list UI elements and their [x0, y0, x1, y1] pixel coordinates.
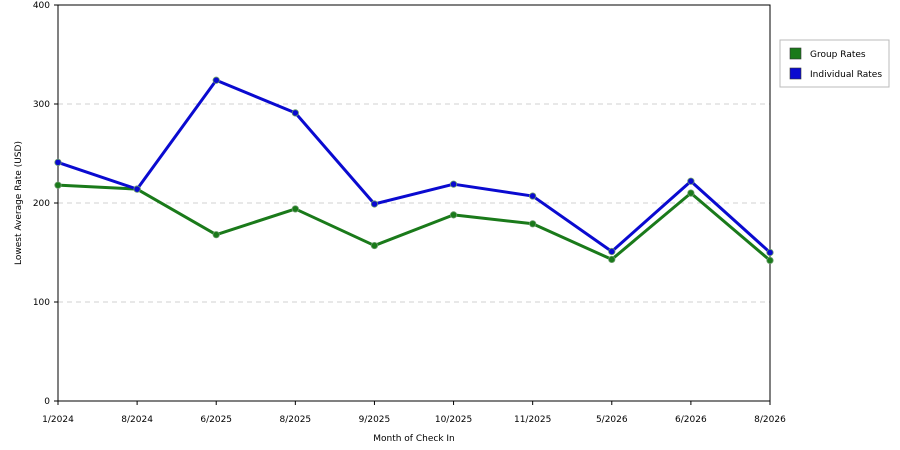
x-tick-label: 11/2025 [514, 415, 551, 425]
data-point[interactable] [687, 189, 695, 197]
x-tick-label: 8/2026 [754, 415, 786, 425]
legend: Group Rates Individual Rates [779, 39, 890, 88]
series-line [57, 183, 771, 262]
data-point[interactable] [370, 200, 379, 208]
data-point[interactable] [291, 205, 299, 213]
y-tick-label: 100 [33, 298, 50, 308]
data-point[interactable] [449, 180, 458, 188]
legend-swatch [789, 47, 802, 60]
x-tick-label: 8/2025 [279, 415, 311, 425]
y-tick-label: 400 [33, 1, 50, 11]
x-axis-ticks: 1/2024 8/2024 6/2025 8/2025 9/2025 10/2025 11/… [42, 401, 786, 425]
series-group-rates [54, 181, 774, 265]
x-tick-label: 6/2025 [200, 415, 232, 425]
data-point[interactable] [449, 211, 458, 219]
legend-label: Group Rates [810, 50, 866, 60]
data-point[interactable] [212, 76, 220, 84]
x-tick-label: 10/2025 [435, 415, 472, 425]
data-point[interactable] [766, 248, 774, 257]
data-point[interactable] [608, 247, 616, 256]
data-point[interactable] [54, 181, 62, 189]
data-point[interactable] [529, 192, 537, 200]
x-tick-label: 9/2025 [359, 415, 391, 425]
data-point[interactable] [766, 256, 774, 265]
y-tick-label: 300 [33, 100, 50, 110]
x-axis-title: Month of Check In [373, 434, 455, 444]
data-point[interactable] [529, 220, 537, 228]
data-point[interactable] [212, 231, 220, 239]
y-tick-label: 0 [44, 397, 50, 407]
x-tick-label: 8/2024 [121, 415, 153, 425]
data-point[interactable] [608, 255, 616, 264]
series-individual-rates [54, 76, 774, 257]
y-axis-ticks: 0 100 200 300 400 [33, 1, 58, 407]
data-point[interactable] [133, 185, 141, 193]
data-point[interactable] [54, 158, 62, 167]
x-tick-label: 5/2026 [596, 415, 628, 425]
y-tick-label: 200 [33, 199, 50, 209]
series-group [54, 76, 774, 265]
x-tick-label: 1/2024 [42, 415, 74, 425]
legend-label: Individual Rates [810, 70, 882, 80]
data-point[interactable] [291, 109, 299, 117]
legend-swatch [789, 67, 802, 80]
x-tick-label: 6/2026 [675, 415, 707, 425]
data-point[interactable] [687, 177, 695, 185]
grid-lines [58, 103, 770, 303]
series-line [57, 78, 772, 254]
data-point[interactable] [370, 241, 379, 250]
y-axis-title: Lowest Average Rate (USD) [14, 141, 24, 265]
